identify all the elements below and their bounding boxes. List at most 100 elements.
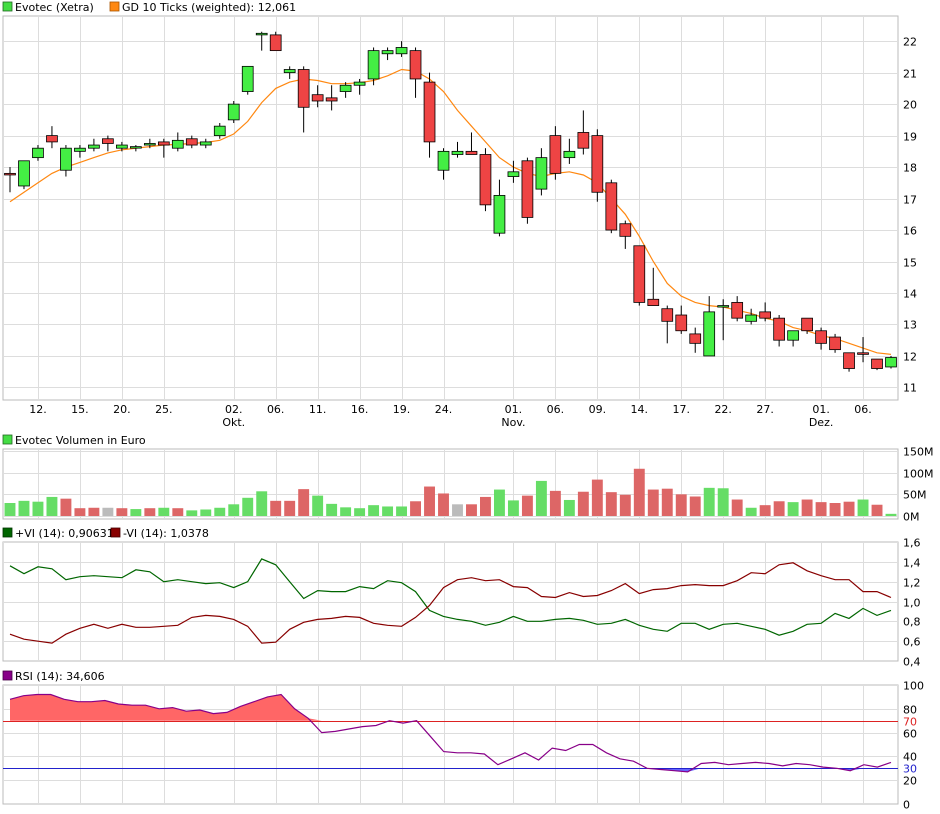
candle-20 [283,66,296,79]
candle-51 [717,299,730,341]
candle-0 [4,167,16,193]
candle-body-32 [451,150,464,155]
vi-plus-legend: +VI (14): 0,90631 [15,527,114,540]
price-x-axis: 12. 15. 20. 25. 02.Okt.06. 11. 16. 19. 24. 01.Nov… [29,403,872,429]
price-x-tick-11: 25. [155,403,173,416]
price-x-tick-58: 01. [812,403,830,416]
candle-body-49 [689,333,702,344]
candle-body-6 [88,144,100,149]
vi-y-tick-0: 0,4 [903,656,921,669]
candle-28 [395,41,408,57]
rsi-y-tick-60: 60 [903,728,917,741]
candle-body-4 [60,147,72,171]
candle-53 [745,308,758,325]
rsi-y-tick-80: 80 [903,704,917,717]
vi-y-tick-1: 0,6 [903,636,921,649]
volume-bar-38 [535,480,547,516]
price-legend-swatch-gd [109,1,120,12]
candle-body-14 [199,141,212,146]
candle-body-0 [4,172,16,176]
rsi-fill [10,694,891,772]
candle-body-61 [857,352,869,355]
volume-bar-14 [200,509,212,516]
volume-legend: Evotec Volumen in Euro [15,434,146,447]
candle-45 [633,245,646,306]
vi-y-tick-2: 0,8 [903,616,921,629]
price-x-tick-54: 27. [756,403,774,416]
candle-17 [241,65,254,95]
price-plot-area [2,15,899,401]
candle-2 [32,145,44,161]
vi-lines [9,558,892,644]
volume-bar-52 [731,499,743,516]
volume-y-tick-100: 100M [903,468,934,481]
price-x-tick-36: 01. [505,403,523,416]
candle-body-16 [227,103,240,121]
volume-y-tick-0: 0M [903,511,920,524]
candle-12 [171,132,184,152]
candle-46 [647,267,660,306]
volume-bar-24 [340,507,352,516]
price-x-tick-25: 16. [351,403,369,416]
volume-bar-35 [493,489,505,516]
price-y-axis: 11 12 13 14 15 16 17 18 19 20 21 22 [903,36,917,395]
candle-body-28 [395,47,408,55]
candle-body-58 [815,330,827,344]
candle-35 [493,179,506,237]
price-x-month-16: Okt. [222,416,245,429]
candle-body-34 [479,154,492,206]
volume-y-tick-50: 50M [903,489,927,502]
volume-bar-57 [801,499,813,516]
candle-44 [619,220,632,249]
vi-y-tick-4: 1,2 [903,577,921,590]
candle-21 [297,66,310,133]
candle-16 [227,100,240,124]
volume-bar-42 [591,479,603,516]
candle-29 [409,47,422,98]
vi-y-tick-5: 1,4 [903,557,921,570]
vi-y-axis: 0,4 0,6 0,8 1,0 1,2 1,4 1,6 [903,537,921,669]
volume-bar-13 [186,510,198,516]
volume-bar-23 [326,503,338,516]
volume-bar-48 [675,494,687,516]
candle-8 [116,141,128,152]
candle-59 [829,333,841,353]
volume-bar-6 [88,507,100,516]
volume-bar-11 [158,507,170,516]
price-grid [3,16,898,400]
volume-bar-7 [102,507,114,516]
rsi-level-label-70: 70 [903,716,917,729]
candle-56 [787,330,799,347]
vi-minus-line [9,562,892,644]
price-x-tick-42: 09. [589,403,607,416]
candle-27 [381,47,394,61]
candle-body-44 [619,223,632,237]
candle-body-51 [717,305,730,308]
candle-body-22 [311,94,324,102]
volume-bar-3 [46,496,58,516]
candle-body-8 [116,144,128,149]
candle-41 [577,110,590,155]
candle-body-50 [703,311,716,357]
candle-body-15 [213,125,226,137]
volume-bar-41 [577,491,589,516]
candle-61 [857,337,869,363]
candle-body-39 [549,135,562,174]
candle-30 [423,72,436,158]
candle-body-17 [241,65,254,92]
candle-50 [703,296,716,357]
candle-55 [773,315,785,347]
candle-23 [325,85,338,111]
candle-body-11 [157,141,170,146]
volume-bar-12 [172,508,184,516]
candle-body-43 [605,182,618,231]
volume-bar-61 [857,499,869,516]
price-x-tick-22: 11. [309,403,327,416]
volume-bar-56 [787,502,799,516]
candle-22 [311,85,324,108]
volume-bar-18 [256,491,268,516]
candle-54 [759,302,772,322]
volume-bar-58 [815,502,827,516]
candle-body-23 [325,97,338,102]
candle-37 [521,157,534,224]
